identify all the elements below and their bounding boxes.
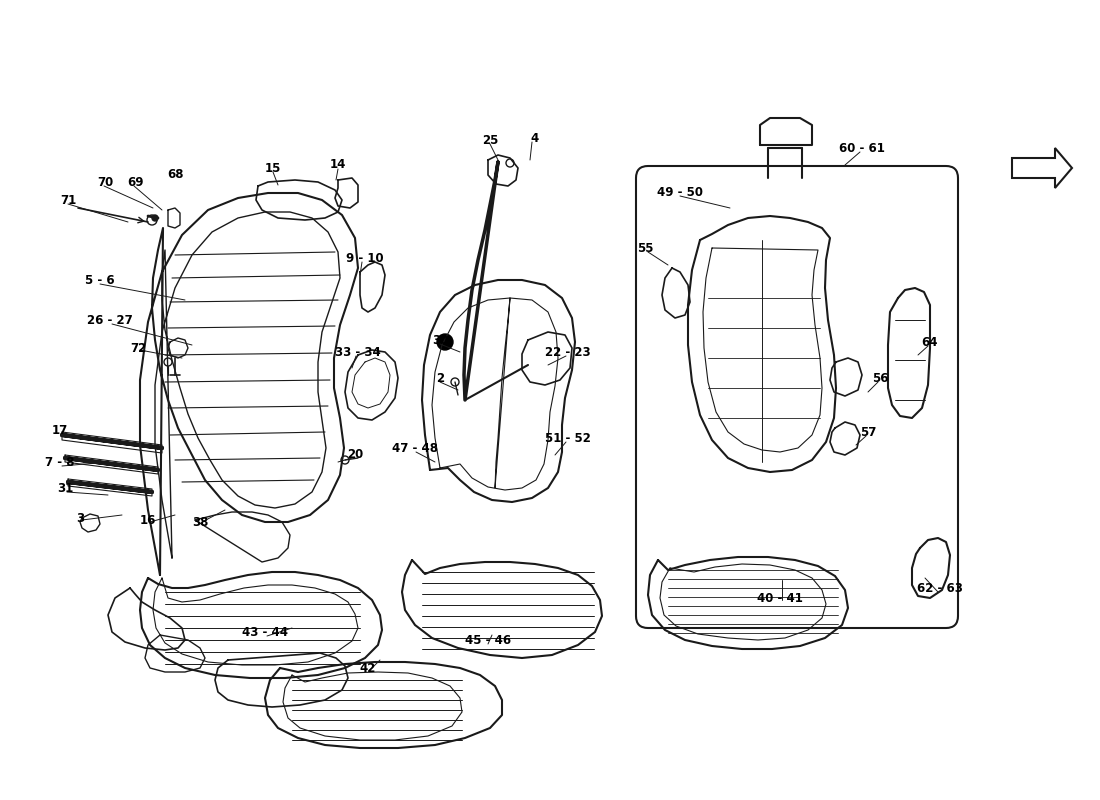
Text: 31: 31 (57, 482, 73, 494)
Text: 69: 69 (126, 175, 143, 189)
Text: 40 - 41: 40 - 41 (757, 591, 803, 605)
Text: 25: 25 (482, 134, 498, 146)
Text: 68: 68 (167, 169, 184, 182)
Text: 42: 42 (360, 662, 376, 674)
Text: 14: 14 (330, 158, 346, 171)
Text: 45 - 46: 45 - 46 (465, 634, 512, 646)
Text: 16: 16 (140, 514, 156, 526)
Text: 22 - 23: 22 - 23 (546, 346, 591, 358)
Text: 3: 3 (76, 511, 84, 525)
Text: 56: 56 (871, 371, 889, 385)
Text: 9 - 10: 9 - 10 (346, 251, 384, 265)
Text: 51 - 52: 51 - 52 (546, 431, 591, 445)
Text: 7 - 8: 7 - 8 (45, 455, 75, 469)
Text: 62 - 63: 62 - 63 (917, 582, 962, 594)
Text: 49 - 50: 49 - 50 (657, 186, 703, 198)
Text: 17: 17 (52, 423, 68, 437)
Circle shape (152, 215, 158, 221)
Text: 15: 15 (265, 162, 282, 174)
Text: 4: 4 (531, 131, 539, 145)
Text: 72: 72 (130, 342, 146, 354)
Text: 71: 71 (59, 194, 76, 206)
Text: 55: 55 (637, 242, 653, 254)
Polygon shape (1012, 148, 1072, 188)
Text: 26 - 27: 26 - 27 (87, 314, 133, 326)
Text: 2: 2 (436, 371, 444, 385)
Text: 43 - 44: 43 - 44 (242, 626, 288, 638)
Text: 57: 57 (860, 426, 877, 438)
Text: 33 - 34: 33 - 34 (336, 346, 381, 358)
Text: 70: 70 (97, 175, 113, 189)
Text: 30: 30 (432, 334, 448, 346)
Text: 60 - 61: 60 - 61 (839, 142, 884, 154)
Text: 5 - 6: 5 - 6 (85, 274, 114, 286)
Text: 38: 38 (191, 515, 208, 529)
Text: 20: 20 (346, 449, 363, 462)
Text: 47 - 48: 47 - 48 (392, 442, 438, 454)
Text: 64: 64 (922, 335, 938, 349)
Circle shape (437, 334, 453, 350)
